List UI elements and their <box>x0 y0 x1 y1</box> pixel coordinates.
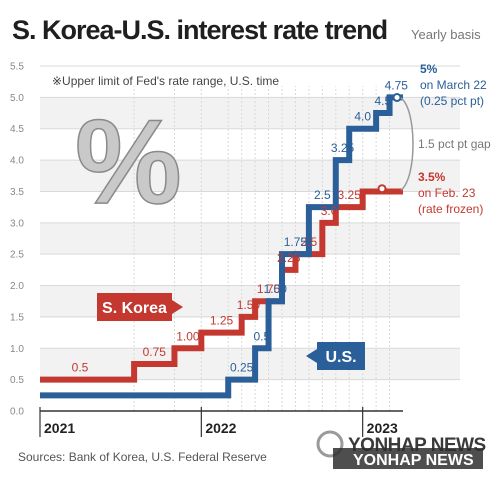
us-latest-detail: (0.25 pct pt) <box>420 94 484 108</box>
y-tick-label: 3.0 <box>10 218 24 229</box>
us-rate-label: 4.0 <box>354 110 371 124</box>
korea-rate-label: 1.25 <box>210 314 234 328</box>
us-latest-value: 5% <box>420 62 438 76</box>
korea-badge-box <box>97 293 172 321</box>
data-labels: 0.50.751.001.251.501.752.252.53.03.250.2… <box>72 78 409 374</box>
us-rate-label: 4.75 <box>385 78 409 92</box>
y-tick-label: 1.0 <box>10 344 24 355</box>
us-rate-label: 2.5 <box>314 188 331 202</box>
korea-rate-label: 1.75 <box>257 282 281 296</box>
korea-rate-label: 1.50 <box>237 298 261 312</box>
us-rate-label: 0.25 <box>230 361 254 375</box>
us-badge: U.S. <box>306 342 365 370</box>
us-rate-label: 0.5 <box>253 329 270 343</box>
us-rate-label: 1.00 <box>264 282 288 296</box>
series-line-us <box>40 94 403 399</box>
korea-latest-date: on Feb. 23 <box>418 186 476 200</box>
y-tick-label: 4.0 <box>10 156 24 167</box>
korea-rate-label: 2.5 <box>301 235 318 249</box>
us-latest-date: on March 22 <box>420 78 487 92</box>
korea-rate-label: 0.75 <box>143 345 167 359</box>
korea-rate-label: 1.00 <box>176 329 200 343</box>
gap-bracket <box>400 97 414 191</box>
y-tick-label: 1.5 <box>10 312 24 323</box>
chart-title: S. Korea-U.S. interest rate trend <box>12 15 387 45</box>
korea-badge-label: S. Korea <box>102 300 167 317</box>
us-rate-label: 1.75 <box>284 235 308 249</box>
us-badge-pointer <box>306 349 317 363</box>
y-tick-label: 0.0 <box>10 407 24 418</box>
korea-latest-value: 3.5% <box>418 170 446 184</box>
yonhap-logo-ring <box>316 430 344 458</box>
korea-rate-label: 3.25 <box>338 188 362 202</box>
y-tick-label: 5.5 <box>10 62 24 73</box>
x-tick-label: 2023 <box>367 420 398 436</box>
y-tick-label: 4.5 <box>10 124 24 135</box>
korea-end-marker <box>377 184 387 194</box>
korea-rate-label: 0.5 <box>72 361 89 375</box>
korea-badge-pointer <box>172 300 183 314</box>
percent-symbol: % <box>75 95 182 229</box>
x-axis-ticks: 2021 2022 2023 <box>39 407 398 437</box>
chart-subtitle: Yearly basis <box>411 27 481 42</box>
y-tick-label: 2.0 <box>10 281 24 292</box>
yonhap-logo: YONHAP NEWS YONHAP NEWS <box>316 430 486 469</box>
y-axis-ticks: 0.0 0.5 1.0 1.5 2.0 2.5 3.0 3.5 4.0 4.5 5.0 5.5 <box>10 62 24 418</box>
yonhap-logo-sub: YONHAP NEWS <box>353 452 474 469</box>
y-tick-label: 0.5 <box>10 375 24 386</box>
gap-label: 1.5 pct pt gap <box>418 137 491 151</box>
korea-rate-label: 3.0 <box>321 204 338 218</box>
us-badge-box <box>317 342 365 370</box>
yonhap-logo-bar <box>333 448 483 469</box>
us-rate-label: 3.25 <box>331 141 355 155</box>
y-tick-label: 5.0 <box>10 93 24 104</box>
source-note: Sources: Bank of Korea, U.S. Federal Res… <box>18 450 267 464</box>
x-tick-label: 2022 <box>205 420 236 436</box>
us-badge-label: U.S. <box>325 349 356 366</box>
korea-badge: S. Korea <box>97 293 183 321</box>
chart-note: ※Upper limit of Fed's rate range, U.S. t… <box>52 74 279 88</box>
us-end-marker <box>392 93 402 102</box>
y-tick-label: 2.5 <box>10 250 24 261</box>
x-tick-label: 2021 <box>44 420 75 436</box>
korea-rate-label: 2.25 <box>277 251 301 265</box>
y-tick-label: 3.5 <box>10 187 24 198</box>
us-rate-label: 4.5 <box>374 94 391 108</box>
korea-latest-detail: (rate frozen) <box>418 202 483 216</box>
